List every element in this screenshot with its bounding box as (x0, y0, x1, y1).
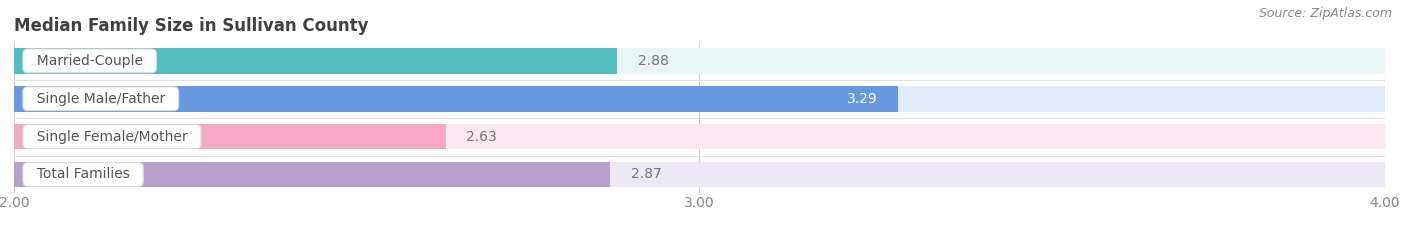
Text: 2.63: 2.63 (467, 130, 498, 144)
Bar (14, 86, 898, 112)
Bar (14, 124, 1385, 150)
Bar (14, 86, 1385, 112)
Bar (14, 162, 610, 187)
Bar (14, 124, 446, 150)
Text: Total Families: Total Families (28, 168, 138, 182)
Text: Single Male/Father: Single Male/Father (28, 92, 174, 106)
Bar (14, 48, 1385, 74)
Text: Single Female/Mother: Single Female/Mother (28, 130, 197, 144)
Text: Married-Couple: Married-Couple (28, 54, 152, 68)
Text: 2.87: 2.87 (631, 168, 662, 182)
Text: 2.88: 2.88 (638, 54, 669, 68)
Bar (14, 162, 1385, 187)
Bar (14, 48, 617, 74)
Text: Median Family Size in Sullivan County: Median Family Size in Sullivan County (14, 17, 368, 35)
Text: 3.29: 3.29 (846, 92, 877, 106)
Text: Source: ZipAtlas.com: Source: ZipAtlas.com (1258, 7, 1392, 20)
